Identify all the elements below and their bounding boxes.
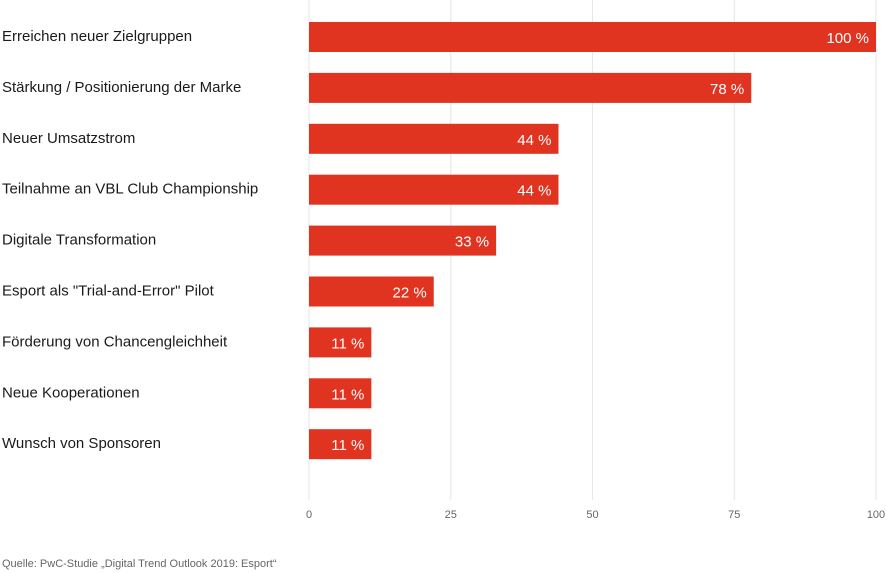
source-note: Quelle: PwC-Studie „Digital Trend Outloo… — [2, 558, 277, 570]
category-label: Stärkung / Positionierung der Marke — [2, 79, 241, 96]
bar-value-label: 33 % — [455, 234, 489, 251]
x-axis-ticks: 0 25 50 75 100 — [306, 509, 885, 521]
x-tick-label: 25 — [445, 509, 457, 521]
x-tick-label: 0 — [306, 509, 312, 521]
bar-value-label: 78 % — [710, 81, 744, 98]
bar — [309, 174, 559, 205]
bar — [309, 327, 372, 358]
category-label: Neue Kooperationen — [2, 384, 140, 401]
bar-value-label: 100 % — [826, 30, 869, 47]
bar — [309, 72, 752, 103]
category-labels: Erreichen neuer Zielgruppen Stärkung / Po… — [2, 28, 258, 452]
bar — [309, 378, 372, 409]
x-tick-label: 50 — [586, 509, 598, 521]
bar-value-label: 44 % — [517, 132, 551, 149]
bar — [309, 225, 497, 256]
category-label: Teilnahme an VBL Club Championship — [2, 181, 258, 198]
bar-value-label: 22 % — [393, 285, 427, 302]
category-label: Wunsch von Sponsoren — [2, 435, 161, 452]
x-tick-label: 100 — [867, 509, 885, 521]
category-label: Erreichen neuer Zielgruppen — [2, 28, 192, 45]
bar-value-label: 11 % — [331, 437, 364, 454]
bar — [309, 429, 372, 460]
bar-value-label: 44 % — [517, 183, 551, 200]
bar — [309, 22, 876, 52]
x-tick-label: 75 — [728, 509, 740, 521]
bar-value-label: 11 % — [331, 386, 364, 403]
category-label: Digitale Transformation — [2, 232, 156, 249]
bar — [309, 276, 434, 307]
value-labels: 100 % 78 % 44 % 44 % 33 % 22 % 11 % 11 % 11 % — [331, 30, 869, 454]
category-label: Esport als "Trial-and-Error" Pilot — [2, 283, 215, 300]
category-label: Neuer Umsatzstrom — [2, 130, 135, 147]
bars-group — [309, 22, 876, 460]
bar-value-label: 11 % — [331, 335, 364, 352]
bar — [309, 123, 559, 154]
category-label: Förderung von Chancengleichheit — [2, 333, 228, 350]
